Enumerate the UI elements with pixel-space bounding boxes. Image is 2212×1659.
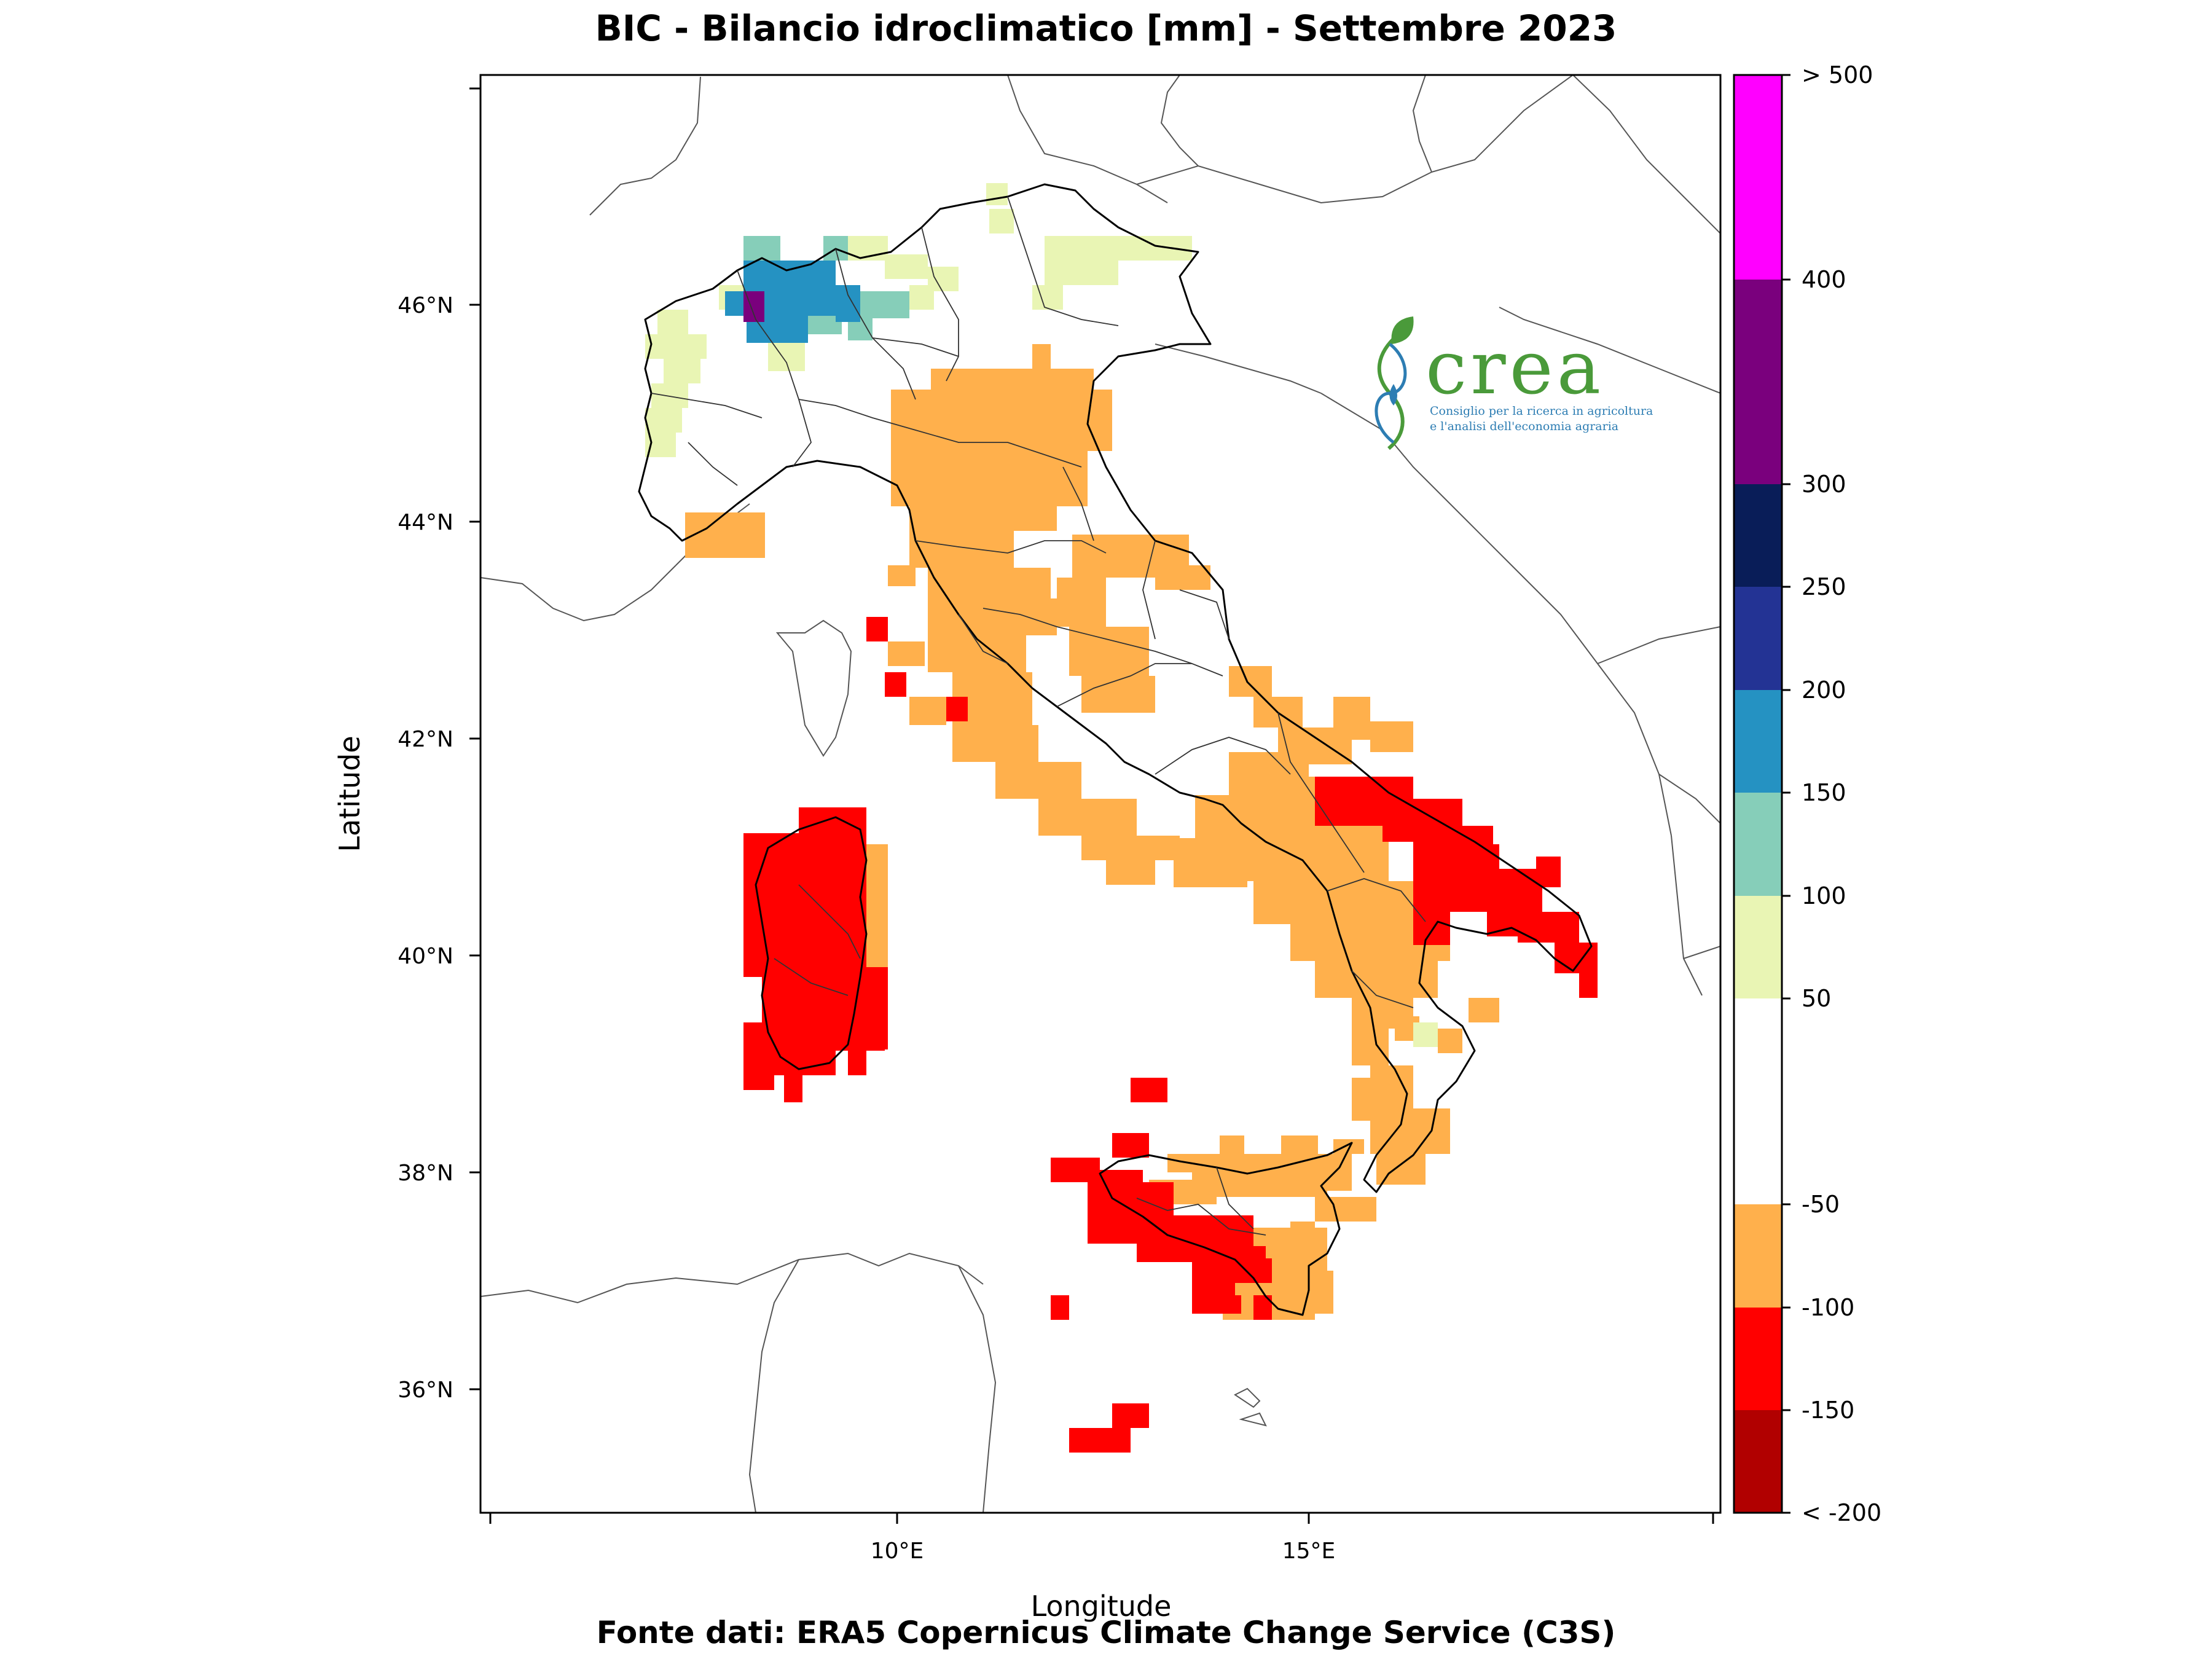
x-axis-label: Longitude bbox=[1031, 1590, 1172, 1623]
map-area bbox=[480, 75, 1720, 1513]
colorbar-swatch bbox=[1734, 896, 1782, 998]
colorbar-swatch bbox=[1734, 280, 1782, 484]
cells-minus100-minus50 bbox=[685, 344, 1499, 1320]
colorbar-label: < -200 bbox=[1802, 1499, 1881, 1526]
colorbar-label: 250 bbox=[1802, 573, 1846, 600]
crea-logo-line1: Consiglio per la ricerca in agricoltura bbox=[1430, 404, 1653, 418]
colorbar-label: 400 bbox=[1802, 266, 1846, 293]
crea-logo-wordmark: crea bbox=[1426, 326, 1604, 411]
data-source-note: Fonte dati: ERA5 Copernicus Climate Chan… bbox=[596, 1615, 1616, 1650]
colorbar-label: 100 bbox=[1802, 882, 1846, 909]
italy-outline bbox=[638, 183, 1593, 1316]
colorbar-label: -100 bbox=[1802, 1294, 1854, 1321]
colorbar-label: 50 bbox=[1802, 985, 1831, 1012]
lat-tick-label: 36°N bbox=[398, 1378, 453, 1403]
lat-tick-label: 40°N bbox=[398, 944, 453, 969]
colorbar-label: -150 bbox=[1802, 1397, 1854, 1424]
latitude-ticks bbox=[469, 87, 480, 1390]
crea-logo-icon bbox=[1375, 316, 1414, 450]
colorbar-label: 150 bbox=[1802, 779, 1846, 806]
lat-tick-label: 44°N bbox=[398, 510, 453, 535]
lat-tick-label: 42°N bbox=[398, 727, 453, 752]
colorbar-swatch bbox=[1734, 793, 1782, 896]
colorbar-swatch bbox=[1734, 690, 1782, 793]
lon-tick-label: 10°E bbox=[871, 1539, 924, 1564]
colorbar-label: 300 bbox=[1802, 471, 1846, 498]
crea-logo: crea Consiglio per la ricerca in agricol… bbox=[1375, 316, 1653, 450]
country-borders bbox=[480, 75, 1720, 1513]
lat-tick-label: 38°N bbox=[398, 1161, 453, 1186]
colorbar-swatch bbox=[1734, 1204, 1782, 1308]
colorbar-swatch bbox=[1734, 1410, 1782, 1513]
crea-logo-line2: e l'analisi dell'economia agraria bbox=[1430, 420, 1618, 433]
region-boundaries bbox=[651, 196, 1426, 1236]
colorbar-swatch bbox=[1734, 75, 1782, 280]
colorbar-label: -50 bbox=[1802, 1191, 1840, 1218]
colorbar-swatch bbox=[1734, 484, 1782, 587]
lat-tick-label: 46°N bbox=[398, 293, 453, 318]
longitude-ticks bbox=[489, 1513, 1714, 1524]
colorbar-frame bbox=[1733, 74, 1783, 1514]
colorbar-label: > 500 bbox=[1802, 61, 1873, 88]
cells-minus150-minus100 bbox=[743, 617, 1598, 1453]
colorbar-swatch bbox=[1734, 1308, 1782, 1410]
bic-grid-cells bbox=[645, 183, 1598, 1453]
colorbar-label: 200 bbox=[1802, 677, 1846, 704]
map-title: BIC - Bilancio idroclimatico [mm] - Sett… bbox=[595, 7, 1617, 49]
colorbar-swatch bbox=[1734, 587, 1782, 690]
lon-tick-label: 15°E bbox=[1282, 1539, 1336, 1564]
colorbar-swatch bbox=[1734, 998, 1782, 1204]
y-axis-label: Latitude bbox=[333, 735, 366, 852]
plot-frame bbox=[479, 74, 1722, 1514]
colorbar-legend: < -200 -150 -100 -50 50 100 150 200 250 300 400 > 5… bbox=[1733, 61, 1881, 1526]
cells-150-200 bbox=[725, 261, 860, 343]
